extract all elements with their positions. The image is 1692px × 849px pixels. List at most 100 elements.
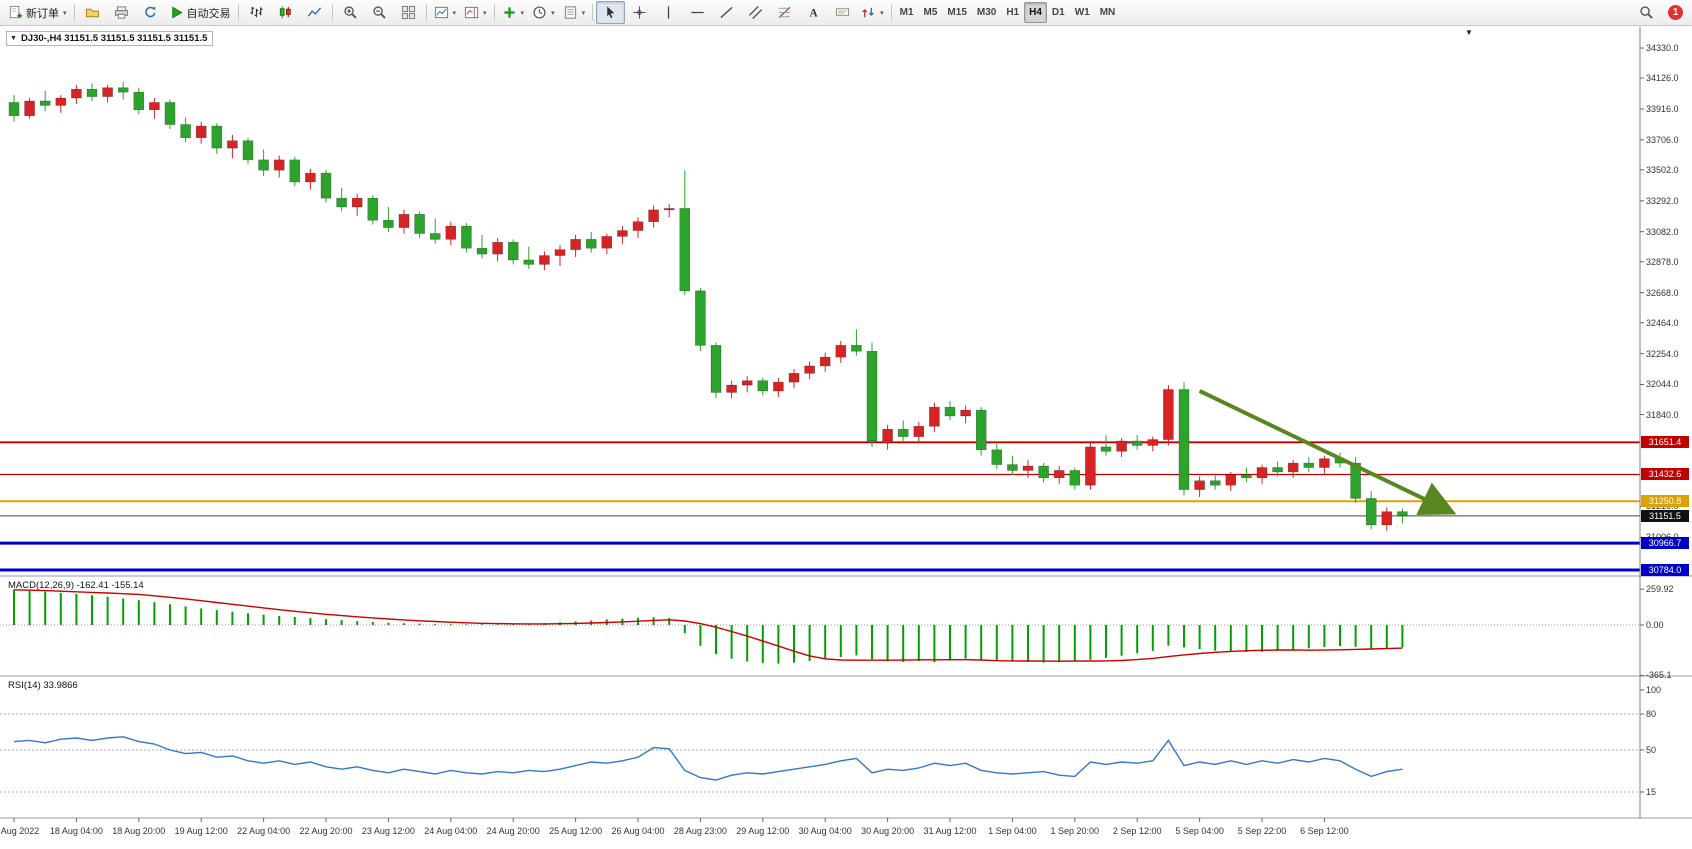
- macd-axis-label: -365.1: [1646, 670, 1672, 680]
- chart-doc-icon: [434, 5, 449, 20]
- channel-button[interactable]: [741, 1, 770, 24]
- periods-button[interactable]: ▾: [528, 1, 559, 24]
- price-axis-label: 33082.0: [1646, 227, 1679, 237]
- toolbar-separator: [592, 4, 594, 21]
- printer-icon: [114, 5, 129, 20]
- timeframe-button-m5[interactable]: M5: [923, 7, 938, 18]
- new-order-button[interactable]: 新订单 ▾: [4, 1, 71, 24]
- tile-windows-button[interactable]: [394, 1, 423, 24]
- print-button[interactable]: [107, 1, 136, 24]
- price-axis-label: 32254.0: [1646, 349, 1679, 359]
- toolbar-separator: [493, 4, 495, 21]
- search-icon: [1639, 5, 1654, 20]
- price-axis-label: 32044.0: [1646, 379, 1679, 389]
- time-axis-label: 28 Aug 23:00: [673, 826, 727, 836]
- chevron-down-icon: ▾: [520, 9, 525, 17]
- main-toolbar: 新订单 ▾ 自动交易 ▾ ▾ ▾ ▾ ▾ A ▾ M1 M5 M15 M30 H1 H4 D1 W1 MN 1: [0, 0, 1692, 26]
- chart-shift-button[interactable]: ▾: [460, 1, 491, 24]
- text-label-icon: [835, 5, 850, 20]
- channel-icon: [748, 5, 763, 20]
- price-axis-label: 34126.0: [1646, 73, 1679, 83]
- price-axis-label: 33292.0: [1646, 196, 1679, 206]
- macd-axis-label: 259.92: [1646, 584, 1674, 594]
- order-doc-icon: [8, 5, 23, 20]
- auto-trading-button[interactable]: 自动交易: [165, 1, 235, 24]
- zoom-out-icon: [372, 5, 387, 20]
- candles-icon: [278, 5, 293, 20]
- chart-shift-marker[interactable]: ▼: [1465, 28, 1473, 37]
- downtrend-arrow-annotation[interactable]: [1198, 389, 1457, 516]
- crosshair-button[interactable]: [625, 1, 654, 24]
- cursor-icon: [603, 5, 618, 20]
- trendline-button[interactable]: [712, 1, 741, 24]
- timeframe-button-h1[interactable]: H1: [1006, 7, 1020, 18]
- timeframe-button-m30[interactable]: M30: [976, 7, 997, 18]
- timeframe-button-mn[interactable]: MN: [1099, 7, 1116, 18]
- time-axis-label: 30 Aug 04:00: [798, 826, 852, 836]
- fibonacci-button[interactable]: [770, 1, 799, 24]
- time-axis-label: 24 Aug 20:00: [486, 826, 540, 836]
- refresh-button[interactable]: [136, 1, 165, 24]
- vertical-line-button[interactable]: [654, 1, 683, 24]
- chevron-down-icon: ▾: [452, 9, 457, 17]
- toolbar-separator: [425, 4, 427, 21]
- zoom-in-icon: [343, 5, 358, 20]
- time-axis-label: 23 Aug 12:00: [361, 826, 415, 836]
- line-chart-button[interactable]: [300, 1, 329, 24]
- price-axis-label: 31840.0: [1646, 410, 1679, 420]
- candlestick-series: [8, 81, 1408, 531]
- text-button[interactable]: A: [799, 1, 828, 24]
- line-chart-icon: [307, 5, 322, 20]
- time-axis-label: 18 Aug 20:00: [112, 826, 166, 836]
- green-plus-icon: [502, 5, 517, 20]
- horizontal-level-lines[interactable]: [0, 441, 1640, 572]
- timeframe-button-h4[interactable]: H4: [1024, 2, 1047, 23]
- templates-button[interactable]: ▾: [559, 1, 590, 24]
- chevron-down-icon: ▾: [63, 9, 67, 17]
- time-axis-label: 19 Aug 12:00: [174, 826, 228, 836]
- timeframe-button-m15[interactable]: M15: [947, 7, 967, 18]
- profiles-button[interactable]: [78, 1, 107, 24]
- time-axis-label: 17 Aug 2022: [0, 826, 40, 836]
- auto-scroll-button[interactable]: ▾: [430, 1, 461, 24]
- toolbar-right-group: 1: [1632, 1, 1692, 24]
- notification-badge[interactable]: 1: [1668, 5, 1683, 20]
- add-indicator-button[interactable]: ▾: [498, 1, 529, 24]
- play-icon: [169, 5, 184, 20]
- price-axis-label: 34330.0: [1646, 43, 1679, 53]
- price-level-badge: 31151.5: [1641, 510, 1689, 522]
- bar-chart-button[interactable]: [242, 1, 271, 24]
- collapse-icon[interactable]: ▼: [10, 35, 17, 42]
- price-level-badge: 31250.8: [1641, 495, 1689, 507]
- time-axis-label: 1 Sep 04:00: [988, 826, 1037, 836]
- svg-text:A: A: [810, 8, 819, 20]
- symbol-info-box[interactable]: ▼ DJ30-,H4 31151.5 31151.5 31151.5 31151…: [6, 31, 214, 46]
- arrows-button[interactable]: ▾: [857, 1, 888, 24]
- candlestick-chart-button[interactable]: [271, 1, 300, 24]
- timeframe-button-d1[interactable]: D1: [1051, 7, 1065, 18]
- template-icon: [563, 5, 578, 20]
- zoom-out-button[interactable]: [365, 1, 394, 24]
- zoom-in-button[interactable]: [336, 1, 365, 24]
- horizontal-line-button[interactable]: [683, 1, 712, 24]
- search-button[interactable]: [1632, 1, 1661, 24]
- rsi-axis-label: 100: [1646, 685, 1662, 695]
- folder-icon: [85, 5, 100, 20]
- time-axis-label: 6 Sep 12:00: [1300, 826, 1349, 836]
- time-axis-label: 1 Sep 20:00: [1050, 826, 1100, 836]
- price-chart-canvas[interactable]: [0, 27, 1692, 849]
- timeframe-button-w1[interactable]: W1: [1074, 7, 1090, 18]
- time-axis-label: 5 Sep 04:00: [1175, 826, 1224, 836]
- timeframe-button-m1[interactable]: M1: [899, 7, 914, 18]
- refresh-icon: [143, 5, 158, 20]
- price-axis-label: 33706.0: [1646, 135, 1679, 145]
- text-label-button[interactable]: [828, 1, 857, 24]
- tile-windows-icon: [401, 5, 416, 20]
- cursor-button[interactable]: [596, 1, 626, 24]
- macd-signal-line: [13, 589, 1403, 662]
- vline-icon: [661, 5, 676, 20]
- rsi-axis-label: 80: [1646, 709, 1657, 719]
- hline-icon: [690, 5, 705, 20]
- time-axis-label: 22 Aug 20:00: [299, 826, 353, 836]
- toolbar-separator: [237, 4, 239, 21]
